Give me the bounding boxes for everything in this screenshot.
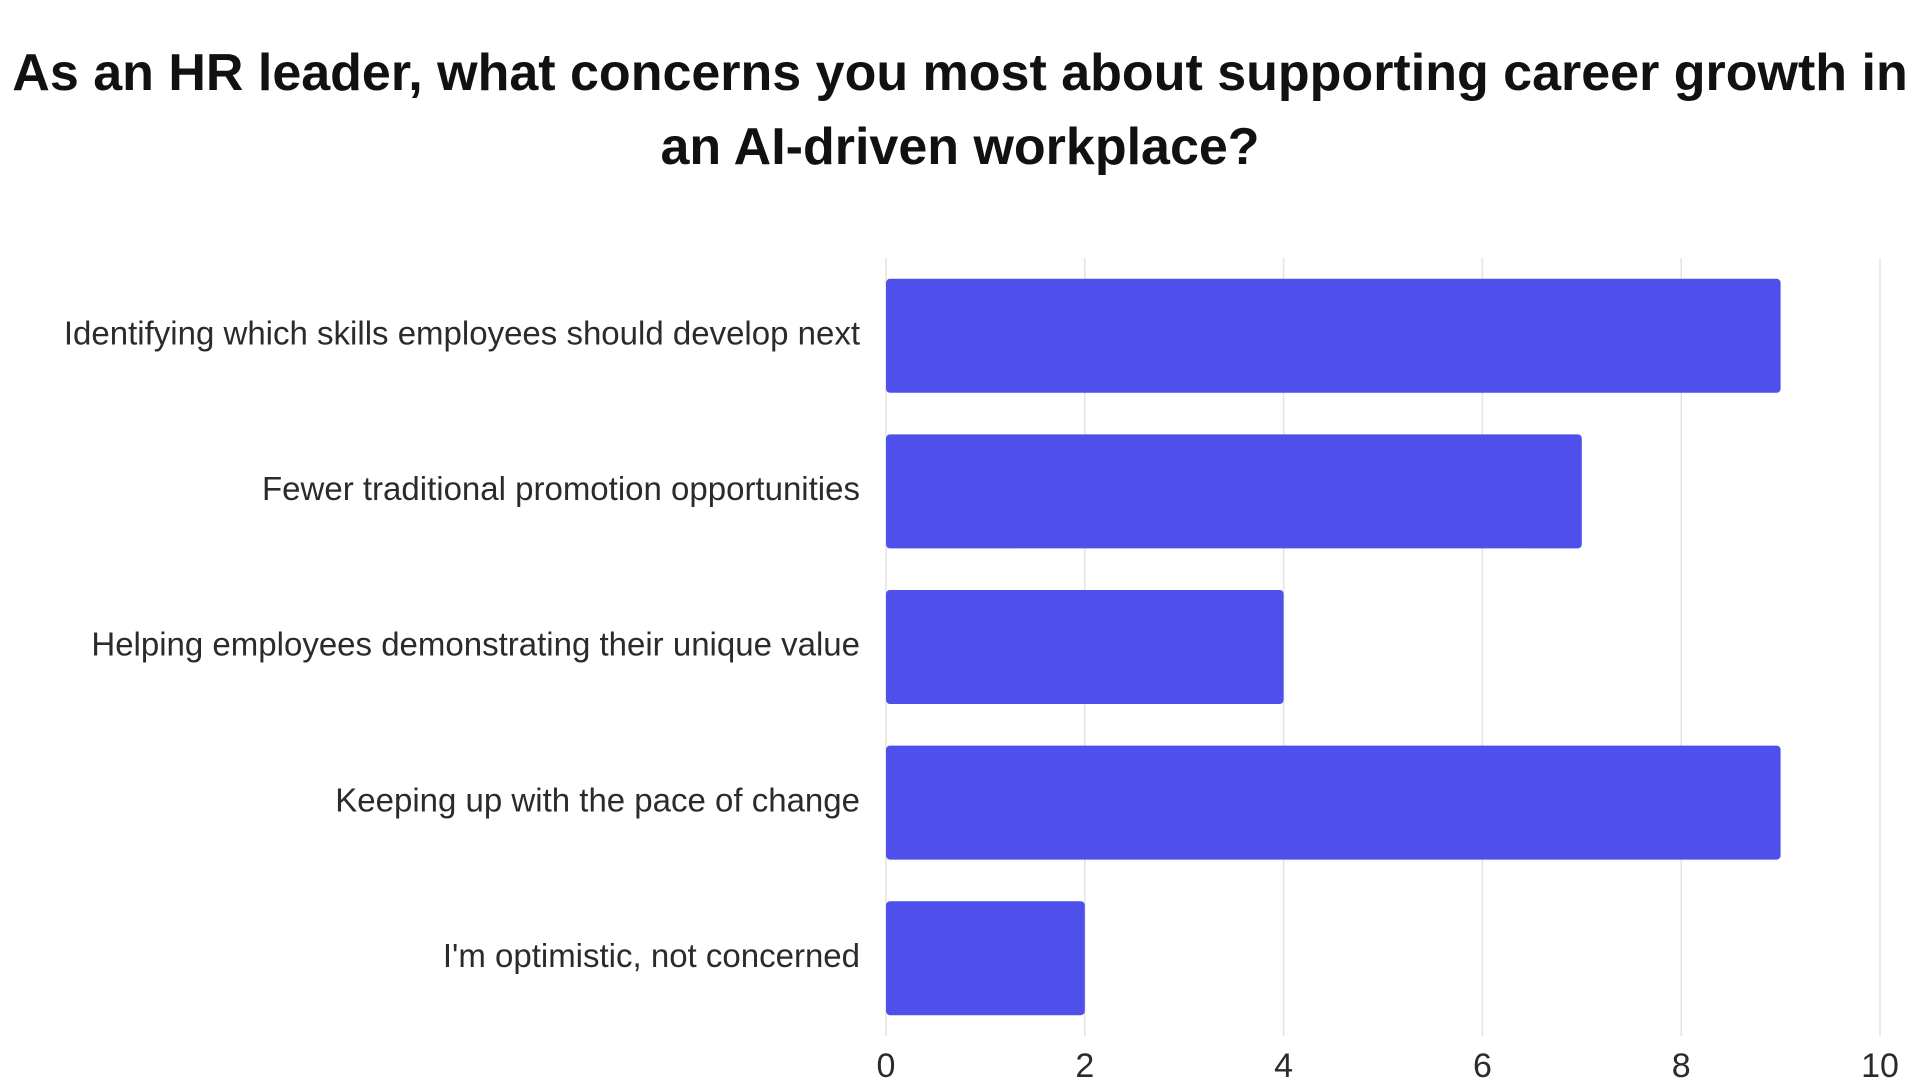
category-label: Helping employees demonstrating their un… — [91, 626, 860, 663]
bar — [886, 434, 1582, 549]
x-tick-label: 4 — [1274, 1047, 1293, 1080]
bars — [886, 278, 1781, 1016]
category-label: Keeping up with the pace of change — [335, 781, 860, 818]
x-tick-label: 0 — [877, 1047, 896, 1080]
bar — [886, 278, 1781, 393]
x-tick-label: 6 — [1473, 1047, 1492, 1080]
bar — [886, 590, 1284, 704]
x-axis-ticks: 0 2 4 6 8 10 — [877, 1047, 1899, 1080]
x-tick-label: 10 — [1861, 1047, 1899, 1080]
chart-title: As an HR leader, what concerns you most … — [12, 44, 1908, 176]
category-label: Fewer traditional promotion opportunitie… — [262, 470, 860, 507]
bar — [886, 901, 1085, 1016]
category-label: Identifying which skills employees shoul… — [64, 315, 860, 352]
x-tick-label: 2 — [1075, 1047, 1094, 1080]
x-tick-label: 8 — [1672, 1047, 1691, 1080]
category-labels: Identifying which skills employees shoul… — [64, 315, 860, 974]
category-label: I'm optimistic, not concerned — [443, 937, 860, 974]
bar — [886, 745, 1781, 860]
